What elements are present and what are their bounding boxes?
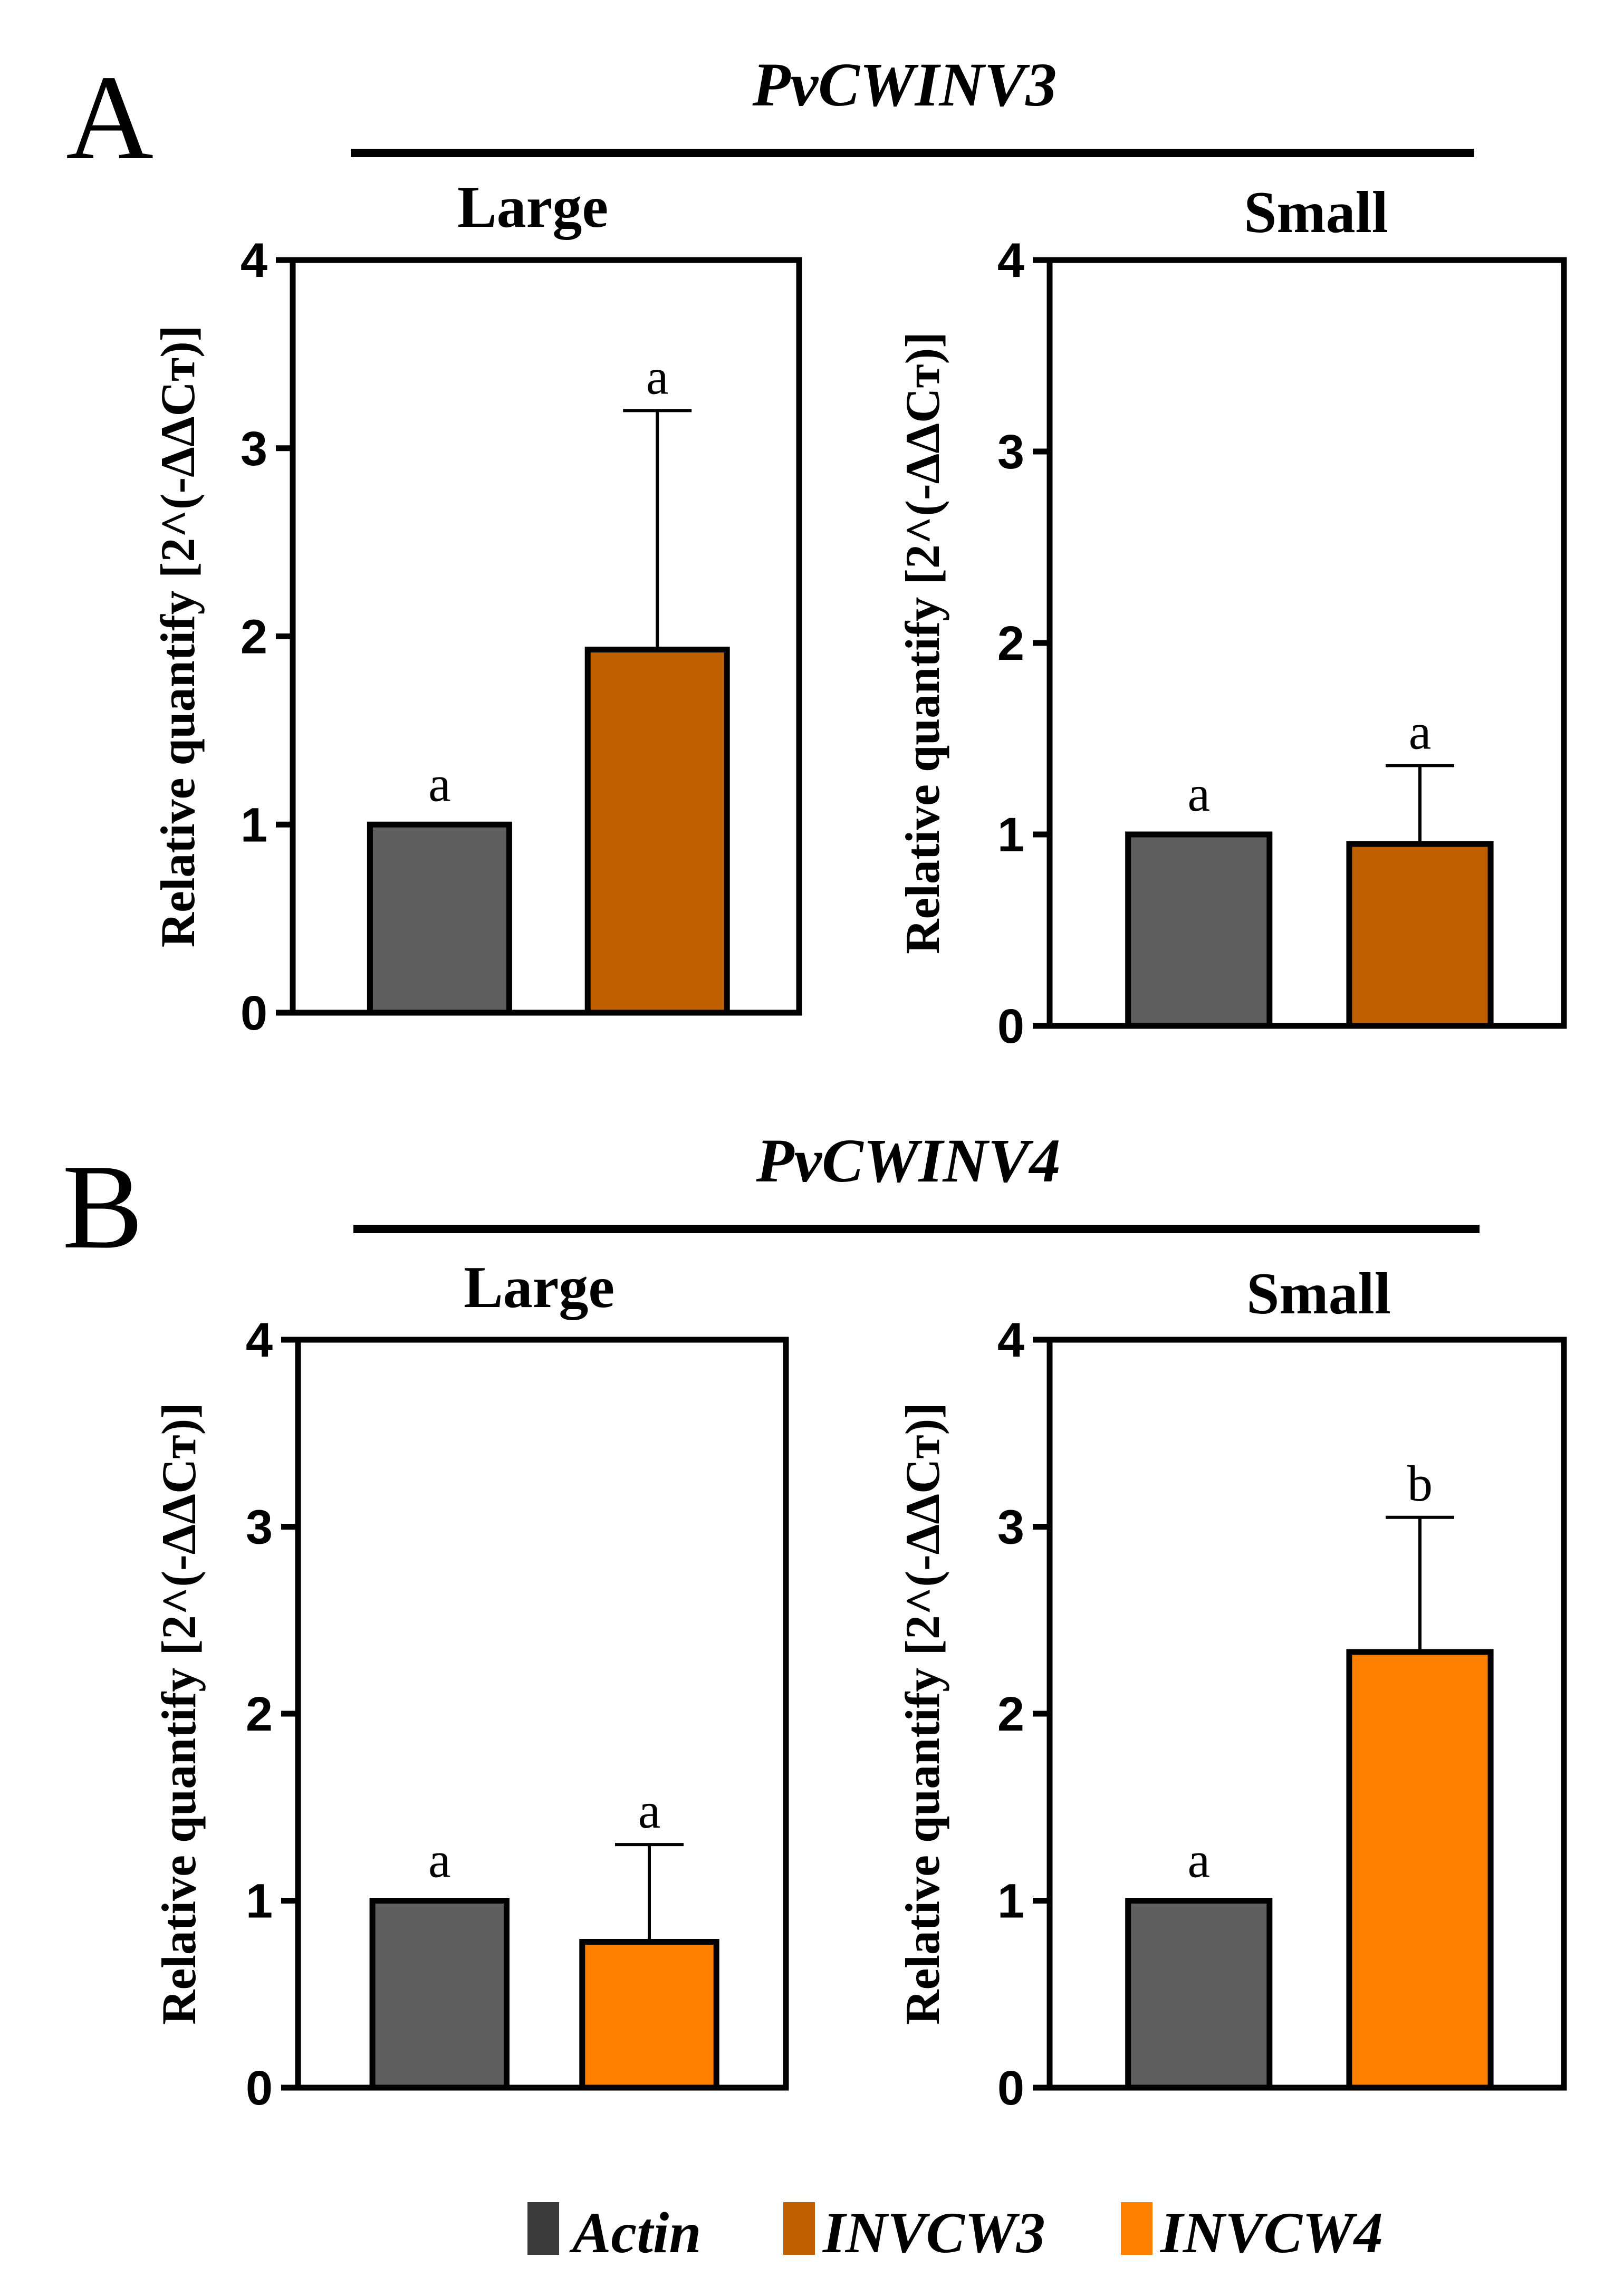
- legend-label-invcw4: INVCW4: [1159, 2201, 1383, 2265]
- legend-swatch-invcw4: [1121, 2202, 1153, 2255]
- legend-swatch-actin: [527, 2202, 559, 2255]
- bar-actin: [1125, 1898, 1273, 2091]
- significance-letter: a: [646, 348, 669, 405]
- bar-invcw3: [584, 646, 730, 1016]
- y-tick-label: 4: [997, 1313, 1024, 1367]
- y-tick-label: 3: [241, 422, 267, 476]
- chart-b-small: Small 0 1 2 3 4 Relative quantify [2^(-ΔΔCт)] a…: [896, 1261, 1567, 2115]
- bar-invcw4: [1346, 1649, 1494, 2091]
- significance-letter: b: [1407, 1455, 1433, 1512]
- y-tick-label: 4: [246, 1313, 273, 1367]
- bar-invcw4: [579, 1938, 719, 2091]
- chart-a-large: Large 0 1 2 3 4 Relative quantify [2^(-ΔΔCт)] a…: [151, 175, 802, 1040]
- legend-swatch-invcw3: [783, 2202, 815, 2255]
- y-axis-label: Relative quantify [2^(-ΔΔCт)]: [152, 1402, 206, 2025]
- significance-letter: a: [428, 755, 451, 812]
- chart-a-small: Small 0 1 2 3 4 Relative quantify [2^(-ΔΔCт)] a…: [896, 180, 1567, 1053]
- chart-title: Large: [457, 175, 608, 240]
- y-axis-label: Relative quantify [2^(-ΔΔCт)]: [896, 332, 949, 954]
- y-tick-label: 1: [246, 1875, 273, 1928]
- gene-title-pvcwinv4: PvCWINV4: [756, 1126, 1061, 1195]
- gene-title-pvcwinv3: PvCWINV3: [752, 50, 1057, 119]
- significance-letter: a: [1409, 703, 1432, 760]
- significance-letter: a: [638, 1782, 661, 1839]
- panel-letter-b: B: [62, 1139, 143, 1274]
- chart-title: Small: [1244, 180, 1388, 245]
- bar-actin: [369, 1898, 510, 2091]
- y-tick-label: 2: [997, 1687, 1024, 1741]
- y-tick-label: 2: [246, 1687, 273, 1741]
- y-tick-label: 2: [241, 610, 267, 664]
- panel-letter-a: A: [66, 50, 153, 185]
- y-axis-label: Relative quantify [2^(-ΔΔCт)]: [151, 325, 205, 948]
- bar-invcw3: [1346, 841, 1494, 1029]
- chart-b-large: Large 0 1 2 3 4 Relative quantify [2^(-ΔΔCт)] a…: [152, 1255, 789, 2115]
- y-axis-label: Relative quantify [2^(-ΔΔCт)]: [896, 1402, 949, 2025]
- bar-actin: [367, 821, 512, 1016]
- legend-label-actin: Actin: [569, 2201, 702, 2265]
- y-tick-label: 0: [246, 2061, 273, 2115]
- chart-title: Small: [1246, 1261, 1391, 1327]
- y-tick-label: 0: [997, 1000, 1024, 1053]
- legend: Actin INVCW3 INVCW4: [527, 2201, 1383, 2265]
- y-tick-label: 1: [997, 808, 1024, 862]
- bar-actin: [1125, 831, 1273, 1029]
- legend-label-invcw3: INVCW3: [822, 2201, 1045, 2265]
- y-tick-label: 4: [241, 234, 267, 287]
- y-tick-label: 3: [997, 1501, 1024, 1554]
- significance-letter: a: [428, 1832, 451, 1888]
- significance-letter: a: [1187, 765, 1210, 822]
- y-tick-label: 4: [997, 234, 1024, 287]
- y-tick-label: 1: [997, 1875, 1024, 1928]
- y-tick-label: 3: [997, 425, 1024, 479]
- y-tick-label: 3: [246, 1501, 273, 1554]
- y-tick-label: 1: [241, 798, 267, 852]
- y-tick-label: 0: [997, 2061, 1024, 2115]
- chart-title: Large: [464, 1255, 614, 1320]
- significance-letter: a: [1187, 1832, 1210, 1888]
- y-tick-label: 0: [241, 986, 267, 1040]
- y-tick-label: 2: [997, 617, 1024, 670]
